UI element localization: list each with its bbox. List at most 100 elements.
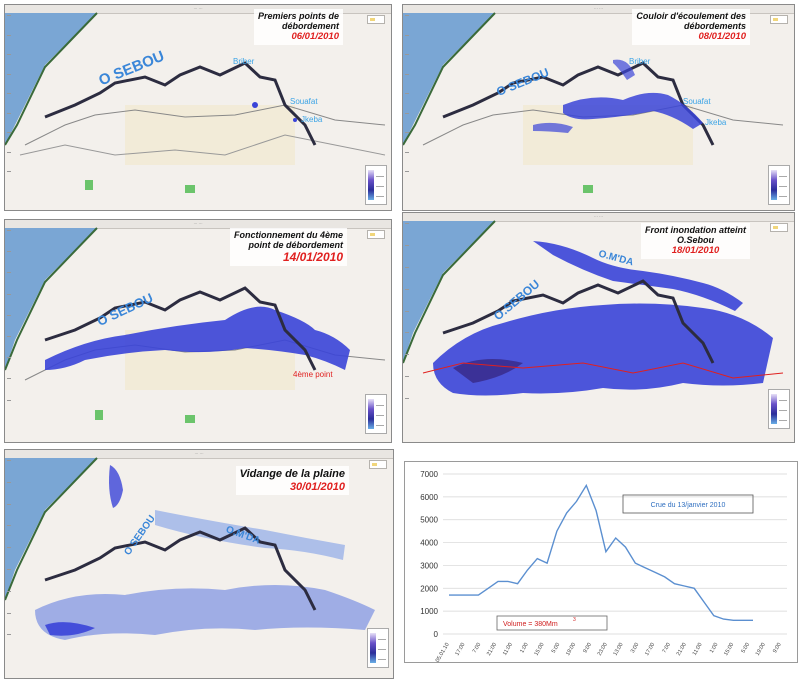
panel-title-box: Vidange de la plaine 30/01/2010: [235, 466, 349, 496]
panel-title-line1: Front inondation atteint: [645, 225, 746, 235]
coastline: [5, 12, 98, 146]
panel-date: 14/01/2010: [282, 249, 343, 264]
green-patch: [85, 180, 93, 190]
depth-legend: [365, 165, 387, 205]
panel-date: 06/01/2010: [291, 30, 339, 42]
y-tick-label: 1000: [420, 607, 438, 616]
map-background: [5, 457, 375, 640]
x-tick-label: 21:00: [676, 642, 688, 657]
river-sebou: [44, 526, 317, 611]
x-tick-label: 7:00: [472, 642, 483, 654]
map-background: [5, 227, 386, 423]
x-tick-label: 13:00: [613, 642, 625, 657]
panel-header-text: ··· ···: [593, 6, 604, 11]
panel-date: 30/01/2010: [289, 480, 345, 493]
map-background: [403, 220, 784, 396]
river-sebou: [442, 279, 715, 364]
x-tick-label: 19:00: [565, 642, 577, 657]
x-tick-label: 21:00: [486, 642, 498, 657]
volume-label: Volume = 380Mm: [503, 621, 558, 628]
left-axis-ticks: [7, 15, 17, 200]
panel-header-text: ··· ···: [194, 451, 204, 456]
volume-box: [496, 615, 608, 631]
map-panel-06-01-2010: ··· ··· Premiers points de débordement 0…: [4, 4, 392, 211]
panel-title-line2: point de débordement: [248, 240, 344, 251]
map-panel-30-01-2010: ··· ··· Vidange de la plaine 30/01/2010 …: [4, 449, 394, 679]
y-tick-label: 7000: [420, 470, 438, 479]
flood-deep: [45, 622, 95, 636]
panel-header-strip: ··· ···: [5, 220, 391, 229]
irrigated-area: [125, 105, 295, 165]
x-tick-label: 11:00: [502, 642, 514, 657]
coastline: [5, 227, 98, 371]
green-patch: [95, 410, 103, 420]
panel-header-strip: ··· ···: [5, 5, 391, 14]
sea-area: [5, 458, 97, 600]
x-tick-label: 17:00: [454, 642, 466, 657]
river-sebou: [44, 61, 317, 146]
road: [24, 104, 386, 146]
place-label: Briber: [629, 57, 651, 66]
panel-date: 08/01/2010: [698, 30, 746, 42]
left-axis-ticks: [7, 230, 17, 432]
green-patch: [583, 185, 593, 193]
flood-point: [252, 102, 258, 108]
map-background: [5, 12, 386, 193]
left-axis-ticks: [405, 223, 415, 432]
x-tick-label: 5:00: [551, 642, 562, 654]
panel-header-strip: ··· ···: [403, 5, 794, 14]
sea-area: [403, 13, 495, 145]
panel-title-box: Couloir d'écoulement des débordements 08…: [632, 9, 750, 45]
river-sebou: [442, 61, 715, 146]
flood-point: [293, 118, 297, 122]
panel-header-strip: ··· ···: [403, 213, 794, 222]
green-patch: [185, 185, 195, 193]
panel-header-text: ··· ···: [193, 6, 203, 11]
left-axis-ticks: [7, 460, 17, 668]
coastline: [403, 220, 496, 364]
panel-title-line1: Couloir d'écoulement des: [636, 11, 746, 21]
map-panel-08-01-2010: ··· ··· Couloir d'écoulement des déborde…: [402, 4, 795, 211]
left-axis-ticks: [405, 15, 415, 200]
depth-legend: [768, 165, 790, 205]
x-tick-label: 17:00: [644, 642, 656, 657]
x-tick-label: 15:00: [534, 642, 546, 657]
road: [422, 362, 784, 379]
map-background: [403, 12, 784, 193]
panel-title-box: Fonctionnement du 4ème point de débordem…: [229, 228, 347, 267]
map-legend-small: [369, 460, 387, 469]
depth-legend: [365, 394, 387, 434]
x-tick-label: 05.01.10: [435, 642, 451, 662]
x-tick-label: 5:00: [741, 642, 752, 654]
panel-title-box: Front inondation atteint O.Sebou 18/01/2…: [641, 223, 750, 259]
flood-extent: [155, 510, 345, 560]
place-label: Jkeba: [705, 118, 727, 127]
y-tick-label: 6000: [420, 493, 438, 502]
x-tick-label: 7:00: [662, 642, 673, 654]
depth-legend: [768, 389, 790, 429]
flood-extent: [563, 92, 703, 129]
coastline: [403, 12, 496, 146]
sea-area: [5, 228, 97, 370]
road: [19, 134, 386, 156]
flood-extent: [109, 465, 123, 508]
panel-header-text: ··· ···: [593, 214, 604, 219]
y-tick-label: 4000: [420, 539, 438, 548]
map-legend-small: [770, 15, 788, 24]
map-panel-14-01-2010: ··· ··· Fonctionnement du 4ème point de …: [4, 219, 392, 443]
flood-extent: [45, 306, 350, 370]
annotation-box: [622, 494, 754, 514]
map-legend-small: [367, 230, 385, 239]
place-label: 4ème point: [293, 370, 333, 379]
coastline: [5, 457, 98, 601]
panel-title-line2: O.Sebou: [677, 235, 715, 246]
panel-title-line1: Vidange de la plaine: [239, 468, 345, 480]
map-panel-18-01-2010: ··· ··· Front inondation atteint O.Sebou…: [402, 212, 795, 443]
panel-title-box: Premiers points de débordement 06/01/201…: [253, 9, 343, 45]
flood-extent: [533, 122, 573, 133]
panel-header-strip: ··· ···: [5, 450, 393, 459]
place-label: Souafat: [290, 97, 318, 106]
hydrograph-chart: 0 1000 2000 3000 4000 5000 6000 7000 05.01.10 17:…: [404, 461, 798, 664]
panel-title-line1: Fonctionnement du 4ème: [233, 230, 343, 240]
